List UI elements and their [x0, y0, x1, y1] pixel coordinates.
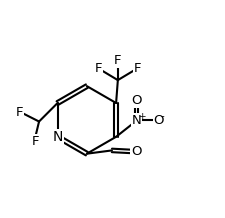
Text: F: F	[133, 62, 141, 75]
Text: O: O	[130, 145, 141, 158]
Text: N: N	[52, 130, 63, 144]
Text: F: F	[31, 135, 39, 148]
Text: F: F	[114, 54, 121, 67]
Text: F: F	[94, 62, 101, 75]
Text: F: F	[15, 106, 23, 119]
Text: +: +	[137, 112, 145, 121]
Text: O: O	[131, 94, 142, 107]
Text: O: O	[153, 114, 163, 127]
Text: -: -	[160, 112, 164, 121]
Text: N: N	[131, 114, 141, 127]
